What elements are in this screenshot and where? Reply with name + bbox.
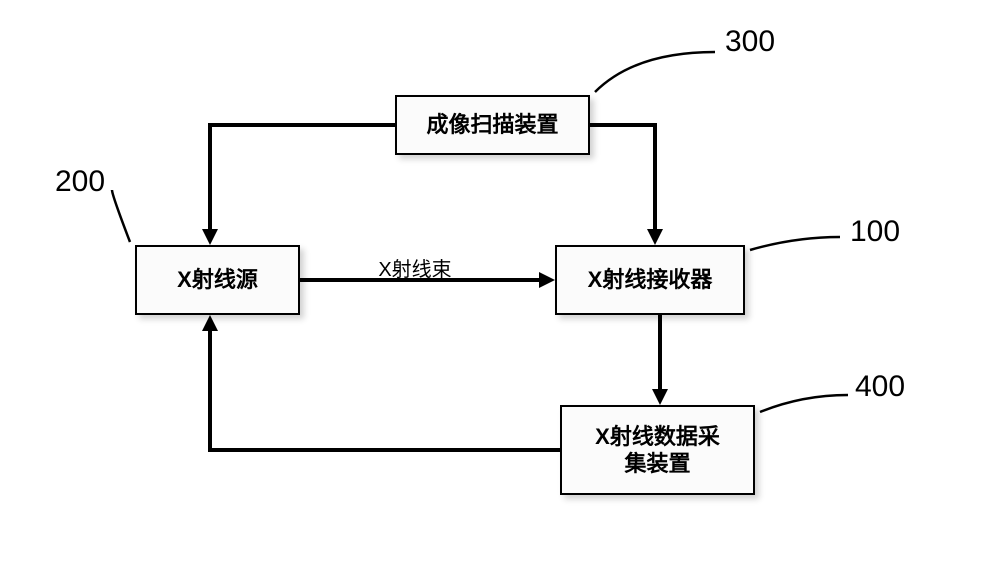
node-xray-data-acq: X射线数据采 集装置: [560, 405, 755, 495]
ref-text: 400: [855, 370, 905, 403]
node-label: X射线接收器: [588, 266, 713, 294]
node-label: X射线源: [177, 266, 258, 294]
node-xray-receiver: X射线接收器: [555, 245, 745, 315]
ref-text: 300: [725, 25, 775, 58]
ref-label-200: 200: [55, 165, 105, 199]
ref-text: 100: [850, 215, 900, 248]
ref-label-300: 300: [725, 25, 775, 59]
edge-label-xray-beam: X射线束: [355, 253, 475, 282]
ref-label-100: 100: [850, 215, 900, 249]
edge-label-text: X射线束: [378, 259, 451, 281]
node-label: X射线数据采 集装置: [595, 423, 720, 478]
ref-label-400: 400: [855, 370, 905, 404]
diagram-canvas: 成像扫描装置 X射线源 X射线接收器 X射线数据采 集装置 300 200 10…: [0, 0, 1000, 566]
node-label: 成像扫描装置: [426, 111, 558, 139]
ref-text: 200: [55, 165, 105, 198]
node-xray-source: X射线源: [135, 245, 300, 315]
node-imaging-scanner: 成像扫描装置: [395, 95, 590, 155]
